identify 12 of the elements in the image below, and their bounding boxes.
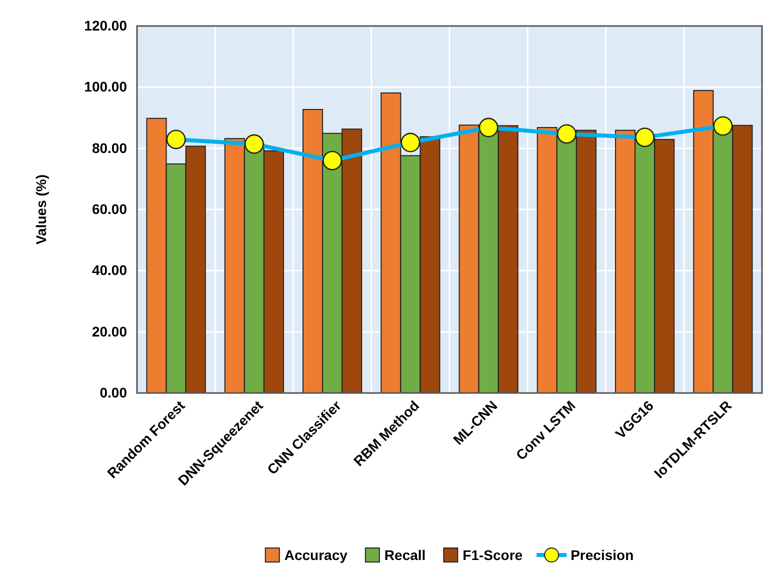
legend-label: Accuracy [284, 547, 348, 563]
y-tick-label: 60.00 [92, 200, 128, 217]
y-tick-label: 120.00 [84, 17, 128, 34]
y-tick-label: 40.00 [92, 262, 128, 278]
legend-label: F1-Score [462, 547, 523, 563]
legend-label: Recall [384, 547, 426, 563]
y-axis-title: Values (%) [33, 174, 49, 245]
legend-label: Precision [570, 547, 634, 563]
y-tick-label: 20.00 [92, 323, 128, 340]
y-tick-label: 0.00 [100, 384, 128, 400]
y-tick-label: 100.00 [84, 78, 128, 95]
y-tick-label: 80.00 [92, 140, 128, 156]
